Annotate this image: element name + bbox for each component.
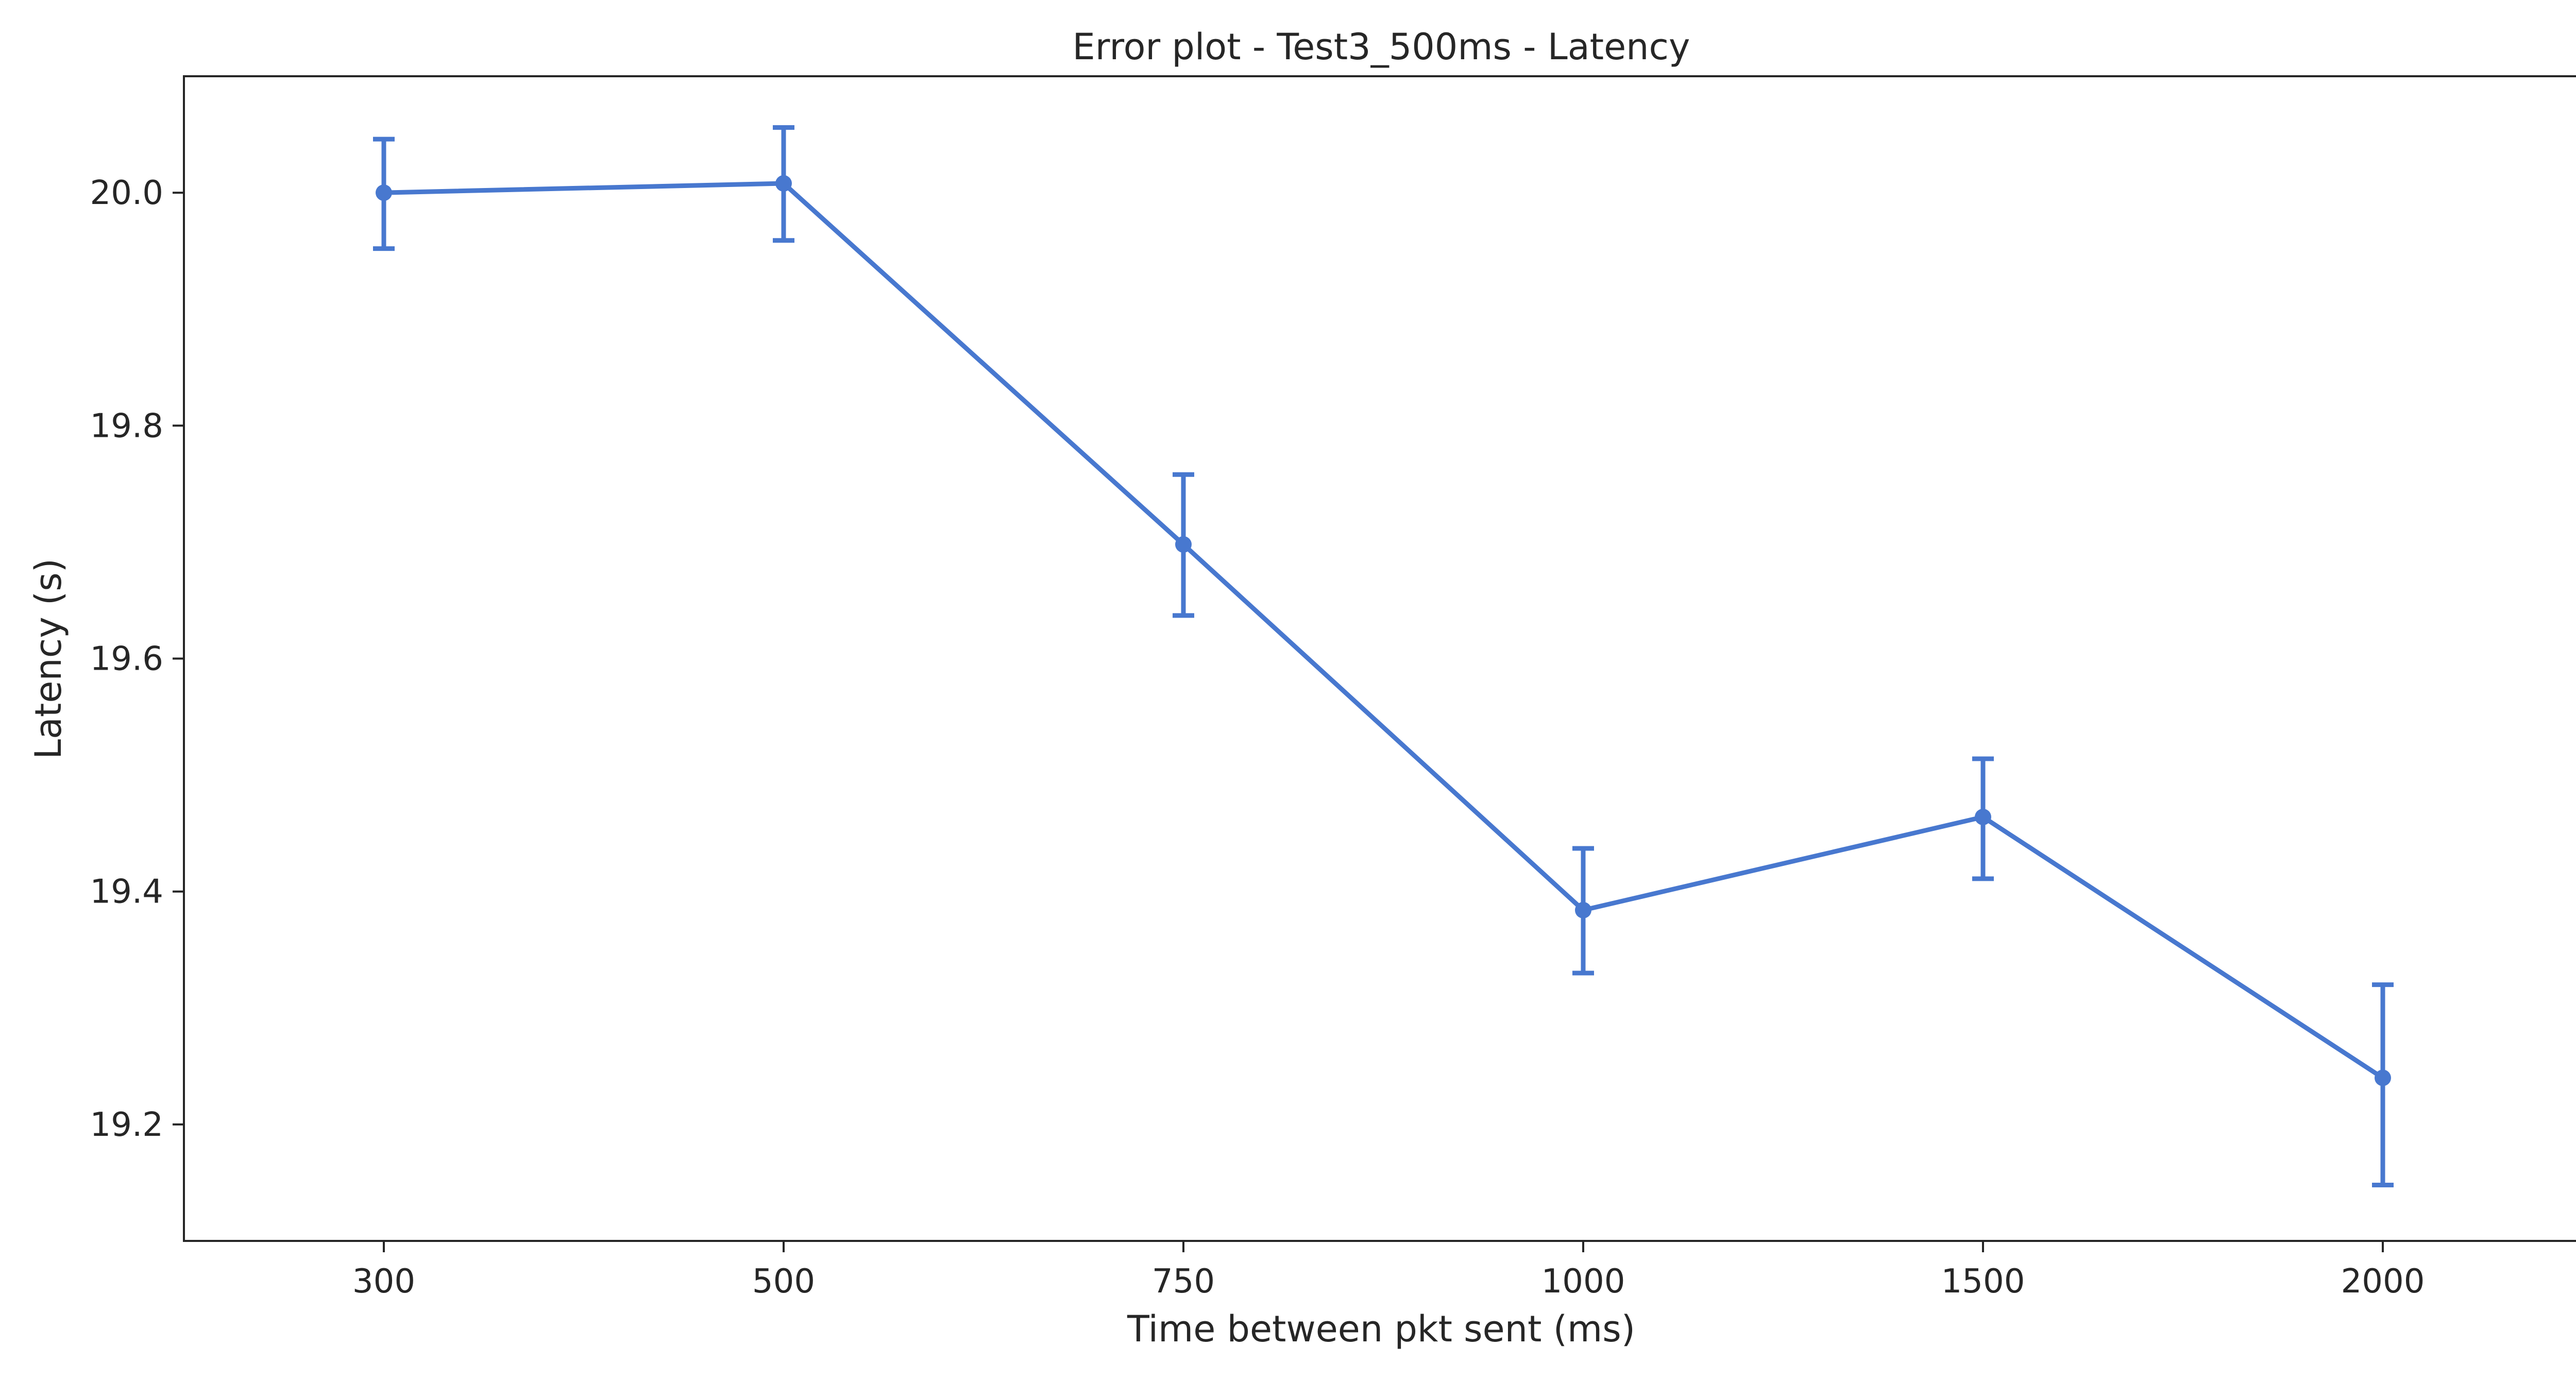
y-axis-label: Latency (s) [27, 558, 70, 759]
y-tick-label: 19.2 [90, 1106, 164, 1144]
plot-frame [183, 75, 2576, 1242]
series-line [381, 181, 2385, 1080]
data-point [1575, 901, 1591, 918]
y-tick-label: 19.4 [90, 873, 164, 911]
x-tick-label: 750 [1152, 1263, 1215, 1301]
x-tick-label: 1500 [1941, 1263, 2025, 1301]
y-axis-ticks: 19.2 19.4 19.6 19.8 20.0 [90, 174, 184, 1144]
data-point [775, 175, 792, 192]
x-axis-ticks: 300 500 750 1000 1500 2000 [352, 1241, 2425, 1301]
x-tick-label: 2000 [2341, 1263, 2425, 1301]
x-tick-label: 300 [352, 1263, 415, 1301]
chart-title: Error plot - Test3_500ms - Latency [1073, 26, 1690, 68]
data-point [2375, 1069, 2391, 1086]
data-marks [373, 125, 2394, 1187]
data-point [376, 184, 392, 201]
x-tick-label: 1000 [1541, 1263, 1625, 1301]
y-tick-label: 19.6 [90, 640, 164, 678]
x-axis-label: Time between pkt sent (ms) [1127, 1308, 1635, 1350]
data-point [1975, 808, 1991, 825]
y-tick-label: 20.0 [90, 174, 164, 212]
data-point [1175, 536, 1192, 553]
x-tick-label: 500 [752, 1263, 815, 1301]
y-tick-label: 19.8 [90, 407, 164, 445]
